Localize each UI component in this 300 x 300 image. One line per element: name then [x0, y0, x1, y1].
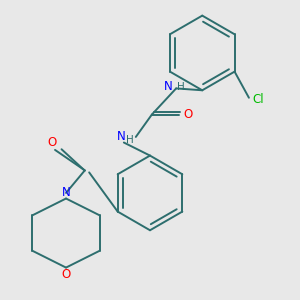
Text: O: O: [184, 108, 193, 121]
Text: O: O: [61, 268, 70, 281]
Text: N: N: [61, 186, 70, 200]
Text: H: H: [126, 135, 133, 145]
Text: N: N: [164, 80, 172, 93]
Text: N: N: [116, 130, 125, 143]
Text: Cl: Cl: [253, 93, 264, 106]
Text: H: H: [177, 82, 184, 92]
Text: O: O: [47, 136, 56, 149]
